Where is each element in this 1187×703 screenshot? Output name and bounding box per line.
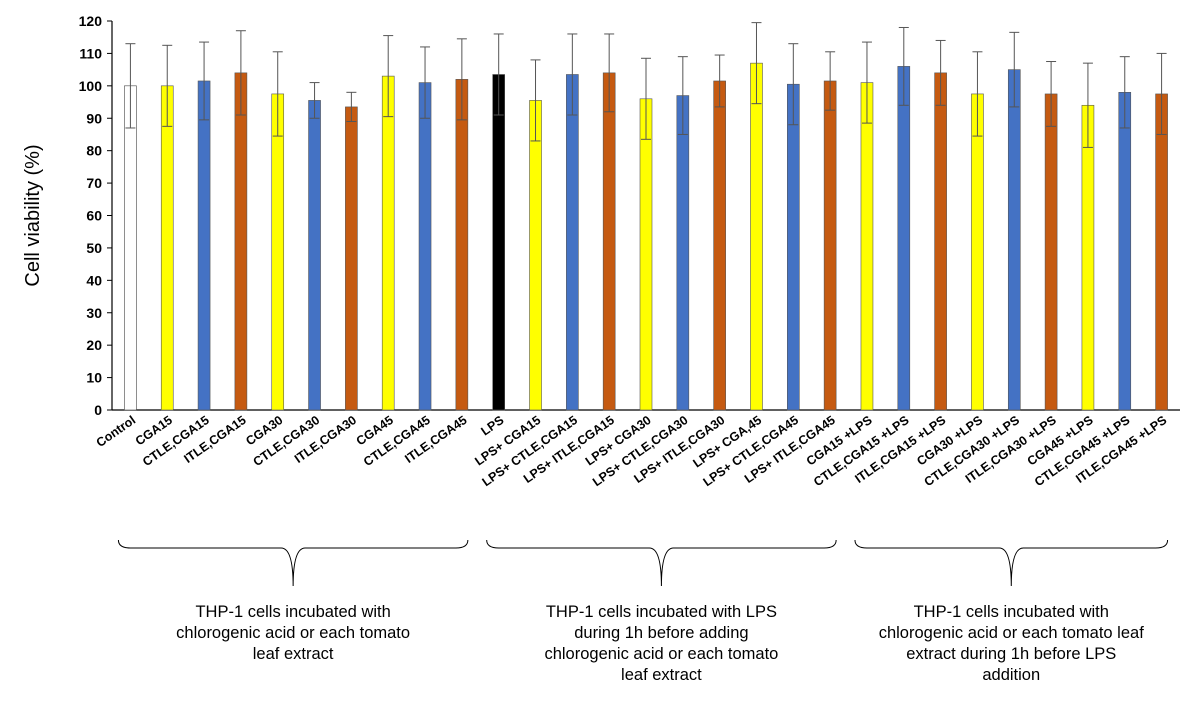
y-tick-label: 50 bbox=[86, 240, 102, 256]
y-tick-label: 40 bbox=[86, 272, 102, 288]
bar-15 bbox=[676, 95, 690, 411]
bar-23 bbox=[971, 93, 984, 411]
category-label-10: LPS bbox=[478, 413, 506, 438]
bar-series bbox=[124, 22, 1168, 411]
bar-7 bbox=[381, 75, 395, 411]
bar-25 bbox=[1044, 93, 1058, 411]
group-label-line: chlorogenic acid or each tomato leaf bbox=[878, 624, 1144, 642]
group-label-2: THP-1 cells incubated with chlorogenic ac… bbox=[841, 602, 1181, 686]
bar-5 bbox=[308, 100, 321, 411]
y-tick-label: 30 bbox=[86, 305, 102, 321]
group-label-1: THP-1 cells incubated with LPS during 1h … bbox=[491, 602, 831, 686]
group-label-0: THP-1 cells incubated with chlorogenic ac… bbox=[123, 602, 463, 665]
bar-20 bbox=[860, 82, 874, 411]
bar-13 bbox=[602, 72, 616, 411]
y-axis-label: Cell viability (%) bbox=[22, 144, 44, 286]
y-tick-label: 20 bbox=[86, 337, 102, 353]
bar-3 bbox=[234, 72, 248, 411]
y-tick-label: 70 bbox=[86, 175, 102, 191]
y-tick-label: 0 bbox=[94, 402, 102, 418]
bar-14 bbox=[639, 98, 653, 411]
group-label-line: addition bbox=[982, 666, 1041, 684]
y-tick-label: 60 bbox=[86, 208, 102, 224]
group-label-line: leaf extract bbox=[252, 645, 334, 663]
y-tick-label: 120 bbox=[79, 13, 103, 29]
y-tick-label: 110 bbox=[79, 45, 102, 61]
bar-0 bbox=[124, 85, 137, 411]
bar-19 bbox=[823, 80, 837, 411]
bar-18 bbox=[787, 83, 800, 411]
group-label-line: chlorogenic acid or each tomato bbox=[176, 624, 411, 642]
group-brace-2 bbox=[854, 539, 1169, 587]
category-label-0: Control bbox=[94, 413, 138, 450]
bar-21 bbox=[897, 66, 911, 411]
y-tick-label: 80 bbox=[86, 143, 102, 159]
bar-4 bbox=[271, 93, 285, 411]
bar-12 bbox=[566, 74, 579, 411]
bar-6 bbox=[345, 106, 358, 411]
y-tick-label: 90 bbox=[86, 110, 102, 126]
bar-26 bbox=[1081, 104, 1095, 411]
group-label-line: THP-1 cells incubated with LPS bbox=[545, 603, 777, 621]
bar-27 bbox=[1118, 92, 1132, 411]
bar-2 bbox=[197, 80, 211, 411]
bar-28 bbox=[1155, 93, 1168, 411]
bar-11 bbox=[529, 100, 542, 411]
bar-8 bbox=[418, 82, 432, 411]
group-label-line: chlorogenic acid or each tomato bbox=[544, 645, 779, 663]
group-label-line: during 1h before adding bbox=[574, 624, 749, 642]
bar-1 bbox=[160, 85, 174, 411]
bar-24 bbox=[1007, 69, 1021, 411]
bar-17 bbox=[750, 62, 763, 411]
bar-10 bbox=[492, 74, 505, 411]
group-brace-0 bbox=[117, 539, 469, 587]
y-tick-label: 100 bbox=[79, 78, 103, 94]
group-label-line: THP-1 cells incubated with bbox=[913, 603, 1109, 621]
group-label-line: THP-1 cells incubated with bbox=[195, 603, 391, 621]
x-axis-labels: ControlCGA15CTLE,CGA15ITLE,CGA15CGA30CTL… bbox=[94, 413, 1170, 489]
y-tick-label: 10 bbox=[86, 370, 102, 386]
group-label-line: extract during 1h before LPS bbox=[906, 645, 1117, 663]
bar-22 bbox=[934, 72, 947, 411]
group-label-line: leaf extract bbox=[621, 666, 702, 684]
bar-16 bbox=[713, 80, 726, 411]
group-brace-1 bbox=[486, 539, 837, 587]
bar-9 bbox=[455, 79, 469, 411]
y-axis: 0 10 20 30 40 50 60 70 80 90 100 110 120 bbox=[79, 13, 1180, 418]
group-braces bbox=[117, 539, 1169, 587]
